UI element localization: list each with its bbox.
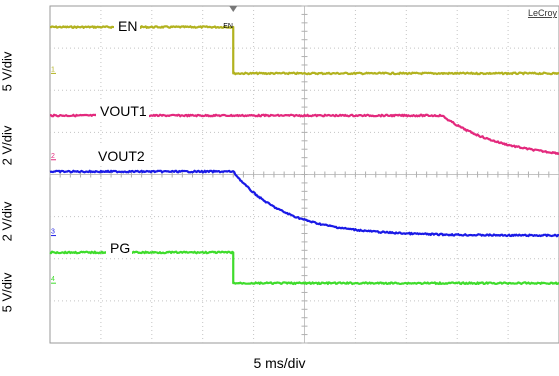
ground-label-pg: 4 [51, 276, 55, 283]
ground-label-vout2: 3 [51, 229, 55, 236]
trace-pg [49, 250, 559, 286]
ground-label-en: 1 [51, 66, 55, 73]
signal-label-pg: PG [110, 240, 130, 256]
ch3-scale-label: 2 V/div [0, 201, 15, 242]
trigger-marker [229, 6, 238, 12]
signal-label-bg-pg [106, 238, 132, 258]
ch2-scale-label: 2 V/div [0, 125, 15, 166]
ch4-scale-label: 5 V/div [0, 272, 15, 313]
ground-label-vout1: 2 [51, 153, 55, 160]
ch1-scale-label: 5 V/div [0, 51, 15, 92]
brand-logo-text: LeCroy [528, 8, 558, 18]
trace-vout2 [49, 169, 559, 238]
signal-label-bg-vout2 [94, 146, 147, 166]
edge-marker-text: EN [223, 23, 233, 30]
signal-label-bg-en [114, 16, 140, 36]
signal-label-vout2: VOUT2 [98, 148, 145, 164]
signal-label-vout1: VOUT1 [100, 103, 147, 119]
signal-label-en: EN [118, 18, 137, 34]
signal-label-bg-vout1 [96, 101, 149, 121]
x-axis-label: 5 ms/div [253, 355, 306, 371]
